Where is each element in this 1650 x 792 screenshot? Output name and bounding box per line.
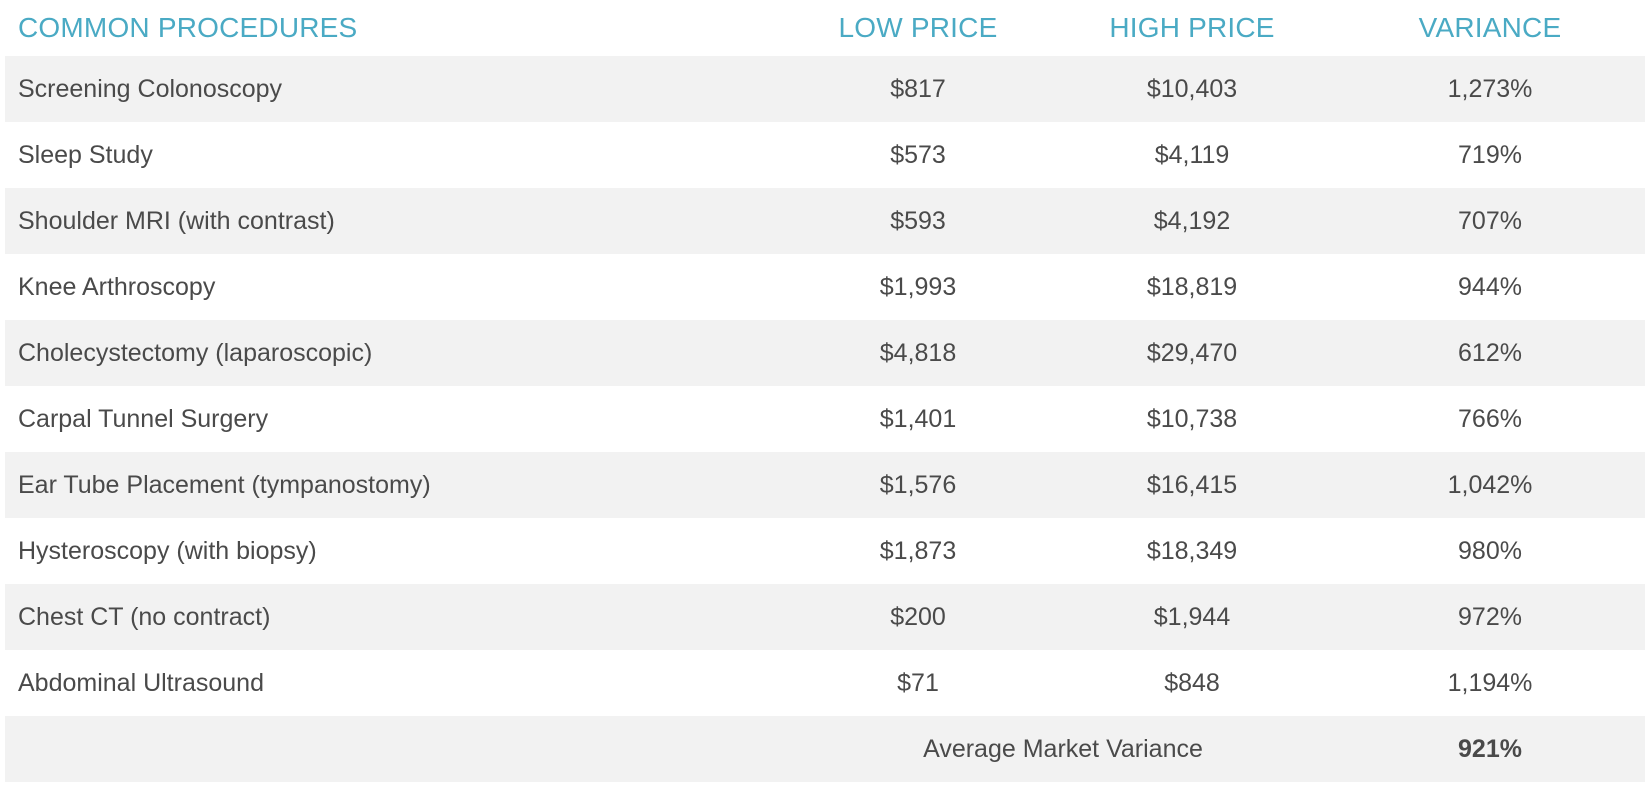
table-row: Ear Tube Placement (tympanostomy) $1,576… [5, 452, 1645, 518]
header-variance: VARIANCE [1418, 12, 1562, 43]
variance: 944% [1458, 272, 1522, 301]
table-row: Abdominal Ultrasound $71 $848 1,194% [5, 650, 1645, 716]
variance: 707% [1458, 206, 1522, 235]
procedure-name: Chest CT (no contract) [18, 602, 271, 631]
average-variance-row: Average Market Variance 921% [5, 716, 1645, 782]
procedure-name: Abdominal Ultrasound [18, 668, 264, 697]
table-row: Carpal Tunnel Surgery $1,401 $10,738 766… [5, 386, 1645, 452]
variance: 972% [1458, 602, 1522, 631]
header-high-price: HIGH PRICE [1109, 12, 1275, 43]
procedure-name: Screening Colonoscopy [18, 74, 283, 103]
high-price: $29,470 [1146, 338, 1238, 367]
low-price: $1,873 [879, 536, 957, 565]
variance: 719% [1458, 140, 1522, 169]
high-price: $18,349 [1146, 536, 1238, 565]
table-row: Screening Colonoscopy $817 $10,403 1,273… [5, 56, 1645, 122]
high-price: $18,819 [1146, 272, 1238, 301]
variance: 1,042% [1447, 470, 1533, 499]
low-price: $1,993 [879, 272, 957, 301]
table-row: Cholecystectomy (laparoscopic) $4,818 $2… [5, 320, 1645, 386]
high-price: $10,403 [1146, 74, 1238, 103]
table-row: Sleep Study $573 $4,119 719% [5, 122, 1645, 188]
table-row: Shoulder MRI (with contrast) $593 $4,192… [5, 188, 1645, 254]
procedure-name: Shoulder MRI (with contrast) [18, 206, 335, 235]
table-row: Knee Arthroscopy $1,993 $18,819 944% [5, 254, 1645, 320]
variance: 1,273% [1447, 74, 1533, 103]
high-price: $16,415 [1146, 470, 1238, 499]
high-price: $848 [1164, 668, 1220, 697]
high-price: $4,119 [1154, 140, 1230, 169]
average-variance-value: 921% [1458, 734, 1522, 763]
low-price: $573 [890, 140, 946, 169]
variance: 612% [1458, 338, 1522, 367]
high-price: $10,738 [1146, 404, 1238, 433]
procedure-name: Ear Tube Placement (tympanostomy) [18, 470, 431, 499]
low-price: $200 [890, 602, 946, 631]
table-row: Hysteroscopy (with biopsy) $1,873 $18,34… [5, 518, 1645, 584]
low-price: $1,401 [879, 404, 957, 433]
procedure-name: Cholecystectomy (laparoscopic) [18, 338, 373, 367]
header-procedures: COMMON PROCEDURES [18, 12, 358, 43]
table-header: COMMON PROCEDURES LOW PRICE HIGH PRICE V… [5, 0, 1645, 56]
variance: 1,194% [1447, 668, 1533, 697]
low-price: $593 [890, 206, 946, 235]
variance: 766% [1458, 404, 1522, 433]
variance: 980% [1458, 536, 1522, 565]
low-price: $4,818 [879, 338, 957, 367]
header-low-price: LOW PRICE [838, 12, 998, 43]
high-price: $4,192 [1153, 206, 1231, 235]
procedure-name: Carpal Tunnel Surgery [18, 404, 269, 433]
low-price: $1,576 [879, 470, 957, 499]
procedure-name: Sleep Study [18, 140, 153, 169]
low-price: $817 [890, 74, 946, 103]
high-price: $1,944 [1153, 602, 1231, 631]
low-price: $71 [897, 668, 939, 697]
average-variance-label: Average Market Variance [923, 734, 1203, 763]
procedure-name: Knee Arthroscopy [18, 272, 216, 301]
table-row: Chest CT (no contract) $200 $1,944 972% [5, 584, 1645, 650]
procedure-name: Hysteroscopy (with biopsy) [18, 536, 317, 565]
procedure-price-table: COMMON PROCEDURES LOW PRICE HIGH PRICE V… [5, 0, 1645, 782]
